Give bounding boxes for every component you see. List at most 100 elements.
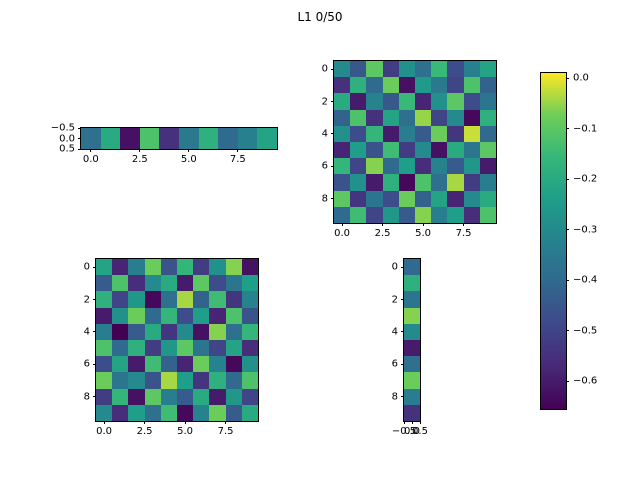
y-tick-mark xyxy=(331,101,334,102)
heatmap-cell xyxy=(398,125,415,142)
colorbar-tick-mark xyxy=(566,128,569,130)
heatmap-cell xyxy=(179,128,199,149)
y-tick-label: −0.5 xyxy=(50,122,75,134)
heatmap-cell xyxy=(431,190,448,207)
colorbar-tick-mark xyxy=(566,380,569,382)
heatmap-cell xyxy=(479,142,496,159)
y-tick-label: 0.5 xyxy=(59,143,75,155)
heatmap-cell xyxy=(112,404,129,421)
y-tick-mark xyxy=(78,127,81,129)
heatmap-cell xyxy=(144,404,161,421)
heatmap-cell xyxy=(177,356,194,373)
heatmap-cell xyxy=(100,128,121,149)
x-tick-mark xyxy=(382,223,384,226)
colorbar-tick-mark xyxy=(566,279,569,281)
heatmap-cell xyxy=(431,206,448,223)
heatmap-cell xyxy=(193,340,210,357)
heatmap-cell xyxy=(241,388,258,405)
heatmap-cell xyxy=(334,61,351,78)
colorbar-tick-mark xyxy=(566,229,569,231)
heatmap-cell xyxy=(96,275,113,292)
heatmap-cell xyxy=(225,340,242,357)
heatmap-cell xyxy=(209,356,226,373)
heatmap-cell xyxy=(144,259,161,276)
heatmap-cell xyxy=(112,291,129,308)
y-tick-mark xyxy=(401,299,404,300)
heatmap-cell xyxy=(160,388,177,405)
heatmap-cell xyxy=(463,142,480,159)
heatmap-cell xyxy=(193,291,210,308)
y-tick-mark xyxy=(331,133,334,135)
heatmap-cell xyxy=(382,158,399,175)
heatmap-cell xyxy=(350,77,367,94)
x-tick-mark xyxy=(237,149,239,152)
x-tick-label: 0.0 xyxy=(404,426,420,437)
colorbar-tick-label: −0.4 xyxy=(573,274,598,286)
x-tick-mark xyxy=(184,421,186,424)
heatmap-cells xyxy=(404,259,420,421)
heatmap-cell xyxy=(415,174,432,191)
heatmap-cell xyxy=(177,340,194,357)
y-tick-label: 4 xyxy=(321,128,328,140)
y-tick-label: 0 xyxy=(83,261,90,273)
heatmap-cell xyxy=(398,61,415,78)
heatmap-cell xyxy=(366,142,383,159)
heatmap-cell xyxy=(404,340,420,357)
heatmap-cell xyxy=(177,291,194,308)
x-tick-label: 7.5 xyxy=(455,228,472,239)
heatmap-cell xyxy=(334,190,351,207)
heatmap-cell xyxy=(415,158,432,175)
heatmap-cell xyxy=(398,109,415,126)
heatmap-cell xyxy=(366,125,383,142)
heatmap-cell xyxy=(144,372,161,389)
heatmap-cell xyxy=(479,109,496,126)
heatmap-cell xyxy=(415,206,432,223)
heatmap-cell xyxy=(463,190,480,207)
x-tick-mark xyxy=(341,223,343,226)
heatmap-cell xyxy=(463,93,480,110)
heatmap-cell xyxy=(447,190,464,207)
heatmap-cell xyxy=(415,190,432,207)
heatmap-cell xyxy=(160,340,177,357)
y-tick-label: 8 xyxy=(83,391,90,403)
heatmap-cell xyxy=(177,307,194,324)
y-tick-label: 4 xyxy=(83,326,90,338)
heatmap-cell xyxy=(366,158,383,175)
y-tick-label: 8 xyxy=(391,391,398,403)
heatmap-cell xyxy=(128,356,145,373)
heatmap-cell xyxy=(334,109,351,126)
heatmap-cell xyxy=(334,174,351,191)
heatmap-cell xyxy=(225,372,242,389)
heatmap-cell xyxy=(128,340,145,357)
x-tick-mark xyxy=(144,421,146,424)
heatmap-top-right: 0.0 2.5 5.0 7.5 0 2 4 6 8 xyxy=(322,60,497,239)
heatmap-cell xyxy=(447,109,464,126)
heatmap-cell xyxy=(398,190,415,207)
heatmap-cell xyxy=(128,323,145,340)
x-tick-mark xyxy=(403,421,405,424)
heatmap-cell xyxy=(404,323,420,340)
heatmap-cell xyxy=(96,388,113,405)
heatmap-cells xyxy=(334,61,496,223)
heatmap-cell xyxy=(382,109,399,126)
heatmap-cell xyxy=(366,190,383,207)
y-tick-label: 2 xyxy=(83,294,90,305)
heatmap-cell xyxy=(366,174,383,191)
heatmap-cell xyxy=(404,291,420,308)
heatmap-cell xyxy=(398,142,415,159)
x-tick-label: 0.0 xyxy=(96,426,113,437)
y-tick-mark xyxy=(93,363,96,365)
colorbar-tick-mark xyxy=(566,77,569,79)
figure-title: L1 0/50 xyxy=(297,10,343,24)
x-tick-label: 7.5 xyxy=(229,154,246,165)
heatmap-cell xyxy=(463,174,480,191)
heatmap-cell xyxy=(334,125,351,142)
heatmap-cell xyxy=(225,307,242,324)
colorbar-tick-mark xyxy=(566,178,569,180)
x-tick-label: 7.5 xyxy=(217,426,234,437)
heatmap-cell xyxy=(177,323,194,340)
heatmap-cell xyxy=(350,158,367,175)
heatmap-cell xyxy=(112,259,129,276)
heatmap-cell xyxy=(404,388,420,405)
heatmap-cell xyxy=(209,259,226,276)
